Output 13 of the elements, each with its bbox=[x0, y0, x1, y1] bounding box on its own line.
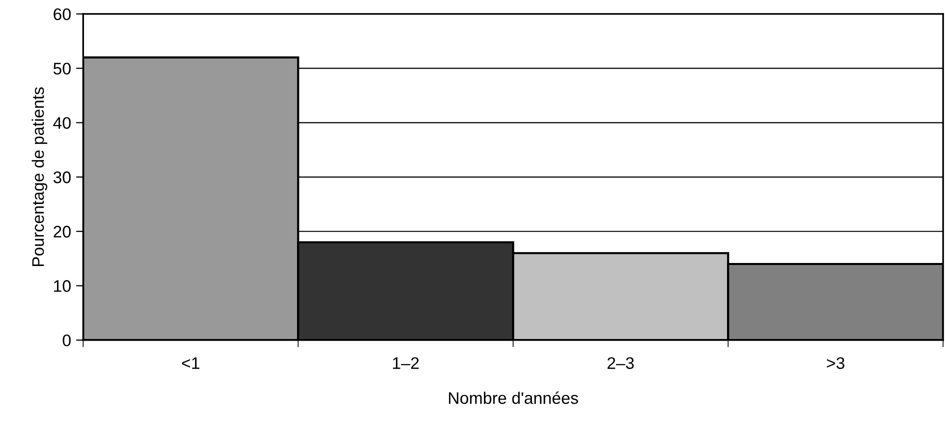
y-tick-label: 50 bbox=[53, 62, 71, 75]
x-tick-label: 2–3 bbox=[608, 357, 634, 369]
y-axis-title: Pourcentage de patients bbox=[32, 87, 48, 266]
y-tick-label: 0 bbox=[62, 334, 71, 346]
x-axis-title: Nombre d'années bbox=[448, 392, 578, 404]
x-tick-label: <1 bbox=[182, 357, 200, 369]
x-tick-label: 1–2 bbox=[393, 357, 419, 369]
y-tick-label: 60 bbox=[54, 8, 71, 20]
y-tick-label: 30 bbox=[53, 171, 71, 184]
y-tick-label: 10 bbox=[54, 280, 71, 292]
y-tick-label: 20 bbox=[54, 226, 71, 238]
y-tick-label: 40 bbox=[53, 117, 71, 129]
x-tick-label: >3 bbox=[826, 357, 844, 369]
